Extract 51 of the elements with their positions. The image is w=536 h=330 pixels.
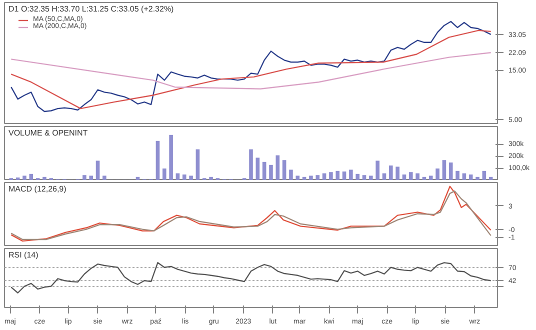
bar — [389, 166, 393, 180]
bar — [316, 175, 320, 180]
line-series — [10, 262, 492, 294]
bar — [456, 170, 460, 180]
bar — [342, 172, 346, 180]
bar — [256, 158, 260, 180]
bar — [169, 134, 173, 180]
bar — [396, 166, 400, 180]
chart-title: D1 O:32.35 H:33.70 L:31.25 C:33.05 (+2.32%) — [8, 4, 174, 14]
bar — [209, 176, 213, 180]
bar — [182, 174, 186, 180]
bar — [476, 176, 480, 180]
bar — [416, 173, 420, 180]
bar — [356, 174, 360, 180]
bar — [189, 176, 193, 180]
bar — [89, 176, 94, 180]
bar — [402, 174, 406, 180]
bar — [196, 149, 200, 180]
line-series — [10, 52, 492, 90]
bar — [102, 176, 106, 180]
bar — [22, 176, 26, 180]
bar — [408, 172, 413, 180]
bar — [162, 168, 166, 180]
chart-title: MACD (12,26,9) — [8, 184, 67, 194]
bar — [428, 176, 433, 180]
bar — [369, 176, 373, 180]
bar — [376, 160, 380, 180]
bar — [448, 162, 453, 180]
bar — [309, 176, 313, 180]
chart-title: RSI (14) — [8, 250, 39, 260]
bar — [29, 174, 34, 180]
bar — [468, 174, 473, 180]
bar — [289, 170, 293, 180]
bar — [156, 140, 160, 180]
bar — [282, 160, 286, 180]
bar — [262, 162, 266, 180]
bar — [349, 170, 353, 180]
bar — [442, 160, 446, 180]
bar — [296, 176, 300, 180]
bar — [362, 175, 366, 180]
chart-title: VOLUME & OPENINT — [8, 128, 88, 138]
bar — [329, 172, 333, 180]
bar — [276, 155, 280, 180]
bar — [96, 160, 100, 180]
bar — [436, 168, 440, 180]
bar — [82, 175, 86, 180]
bar — [42, 176, 46, 180]
bar — [249, 149, 253, 180]
bar — [269, 164, 273, 180]
bar — [336, 170, 340, 180]
bar — [482, 170, 486, 180]
